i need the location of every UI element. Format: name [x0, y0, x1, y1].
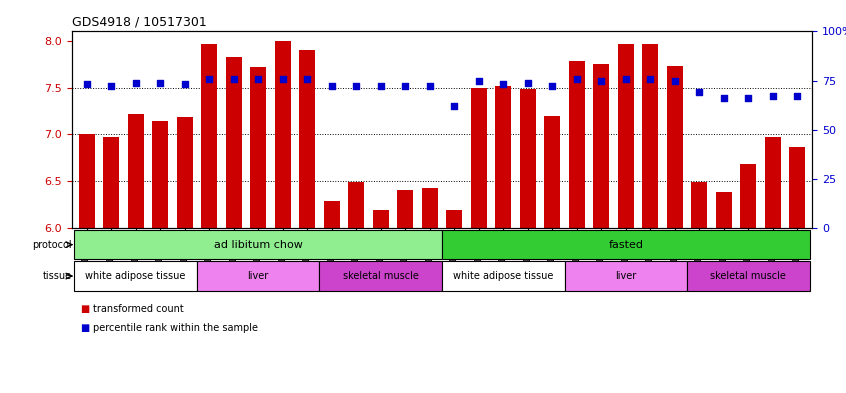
- Bar: [442, 230, 810, 259]
- Bar: [103, 137, 119, 228]
- Bar: [373, 210, 388, 228]
- Bar: [447, 210, 462, 228]
- Bar: [544, 116, 560, 228]
- Bar: [74, 261, 197, 291]
- Text: tissue: tissue: [42, 271, 71, 281]
- Bar: [569, 61, 585, 228]
- Bar: [716, 193, 732, 228]
- Point: [423, 83, 437, 90]
- Bar: [349, 182, 365, 228]
- Point: [104, 83, 118, 90]
- Bar: [128, 114, 144, 228]
- Text: white adipose tissue: white adipose tissue: [85, 271, 186, 281]
- Point: [251, 75, 265, 82]
- Bar: [324, 201, 340, 228]
- Bar: [519, 88, 536, 228]
- Bar: [422, 188, 437, 228]
- Text: skeletal muscle: skeletal muscle: [343, 271, 419, 281]
- Bar: [275, 41, 291, 228]
- Bar: [618, 44, 634, 228]
- Text: protocol: protocol: [32, 240, 71, 250]
- Point: [570, 75, 584, 82]
- Point: [717, 95, 731, 101]
- Text: percentile rank within the sample: percentile rank within the sample: [93, 323, 258, 333]
- Bar: [442, 261, 564, 291]
- Text: ■: ■: [80, 323, 90, 333]
- Point: [497, 81, 510, 88]
- Point: [742, 95, 755, 101]
- Bar: [496, 86, 511, 228]
- Bar: [398, 189, 413, 228]
- Text: liver: liver: [248, 271, 269, 281]
- Point: [595, 77, 608, 84]
- Bar: [593, 64, 609, 228]
- Text: skeletal muscle: skeletal muscle: [711, 271, 787, 281]
- Point: [766, 93, 780, 99]
- Point: [546, 83, 559, 90]
- Bar: [642, 44, 658, 228]
- Text: ad libitum chow: ad libitum chow: [214, 240, 303, 250]
- Point: [300, 75, 314, 82]
- Point: [202, 75, 216, 82]
- Bar: [471, 88, 486, 228]
- Bar: [320, 261, 442, 291]
- Bar: [765, 137, 781, 228]
- Point: [791, 93, 805, 99]
- Point: [472, 77, 486, 84]
- Text: fasted: fasted: [608, 240, 643, 250]
- Bar: [740, 164, 756, 228]
- Bar: [74, 230, 442, 259]
- Bar: [152, 121, 168, 228]
- Text: transformed count: transformed count: [93, 303, 184, 314]
- Text: ■: ■: [80, 303, 90, 314]
- Point: [644, 75, 657, 82]
- Point: [80, 81, 93, 88]
- Bar: [177, 117, 193, 228]
- Point: [619, 75, 633, 82]
- Bar: [201, 44, 217, 228]
- Point: [374, 83, 387, 90]
- Point: [349, 83, 363, 90]
- Point: [398, 83, 412, 90]
- Bar: [299, 50, 316, 228]
- Point: [227, 75, 240, 82]
- Bar: [79, 134, 95, 228]
- Text: liver: liver: [615, 271, 636, 281]
- Text: GDS4918 / 10517301: GDS4918 / 10517301: [72, 16, 206, 29]
- Bar: [789, 147, 805, 228]
- Bar: [687, 261, 810, 291]
- Bar: [226, 57, 242, 228]
- Point: [129, 79, 142, 86]
- Point: [325, 83, 338, 90]
- Text: white adipose tissue: white adipose tissue: [453, 271, 553, 281]
- Point: [276, 75, 289, 82]
- Point: [153, 79, 167, 86]
- Point: [448, 103, 461, 109]
- Bar: [564, 261, 687, 291]
- Bar: [667, 66, 683, 228]
- Bar: [197, 261, 320, 291]
- Point: [178, 81, 191, 88]
- Bar: [250, 67, 266, 228]
- Bar: [691, 182, 707, 228]
- Point: [521, 79, 535, 86]
- Point: [668, 77, 682, 84]
- Point: [693, 89, 706, 95]
